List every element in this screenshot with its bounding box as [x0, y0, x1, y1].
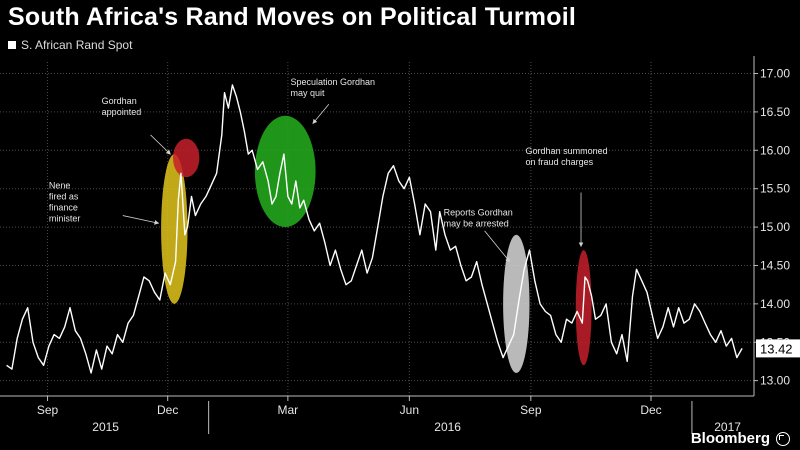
- highlight-ellipse: [172, 138, 200, 178]
- x-tick-label: Dec: [640, 403, 661, 417]
- y-tick-label: 15.00: [760, 220, 790, 234]
- x-axis: Sep Dec Mar Jun Sep Dec 2015 2016 2017: [0, 395, 754, 434]
- annotation-line: Nene: [49, 181, 71, 191]
- highlight-ellipse: [161, 154, 188, 304]
- x-tick-label: Mar: [278, 403, 299, 417]
- annotation-arrow: [150, 134, 171, 155]
- annotation-line: Gordhan: [102, 96, 137, 106]
- annotation-arrow: [312, 103, 330, 125]
- annotation-arrow: [484, 230, 511, 263]
- annotations: Gordhan appointed Nene fired as finance minis…: [49, 77, 608, 263]
- annotation-arrow: [122, 215, 160, 225]
- x-year-label: 2015: [92, 420, 119, 434]
- annotation-line: may be arrested: [444, 219, 509, 229]
- y-tick-label: 14.00: [760, 297, 790, 311]
- annotation-text: Nene fired as finance minister: [49, 181, 81, 224]
- annotation-line: fired as: [49, 192, 79, 202]
- annotation-text: Gordhan summoned on fraud charges: [526, 146, 608, 167]
- brand-logo: Bloomberg: [691, 430, 790, 447]
- annotation-text: Speculation Gordhan may quit: [291, 77, 376, 98]
- series-line: [6, 84, 743, 374]
- annotation-line: Speculation Gordhan: [291, 77, 376, 87]
- y-axis: 13.0013.5014.0014.5015.0015.5016.0016.50…: [753, 56, 800, 396]
- x-year-label: 2017: [714, 420, 741, 434]
- x-tick-label: Sep: [37, 403, 59, 417]
- legend-label: S. African Rand Spot: [21, 38, 133, 52]
- y-tick-label: 16.50: [760, 105, 790, 119]
- annotation-line: on fraud charges: [526, 157, 594, 167]
- annotation-line: may quit: [291, 88, 326, 98]
- y-tick-label: 14.50: [760, 258, 790, 272]
- highlight-ellipse: [503, 234, 530, 373]
- annotation-line: finance: [49, 203, 78, 213]
- x-tick-label: Sep: [520, 403, 542, 417]
- chart-title: South Africa's Rand Moves on Political T…: [8, 3, 576, 31]
- series-group: [6, 84, 743, 374]
- y-tick-label: 16.00: [760, 143, 790, 157]
- y-tick-label: 13.00: [760, 374, 790, 388]
- x-tick-label: Jun: [400, 403, 419, 417]
- last-value-badge: [756, 339, 800, 358]
- x-tick-label: Dec: [157, 403, 178, 417]
- annotation-line: Reports Gordhan: [444, 208, 513, 218]
- annotation-text: Gordhan appointed: [102, 96, 142, 117]
- annotation-text: Reports Gordhan may be arrested: [444, 208, 513, 229]
- y-tick-label: 17.00: [760, 67, 790, 81]
- annotation-line: minister: [49, 214, 81, 224]
- legend-swatch: [8, 41, 16, 49]
- brand-name: Bloomberg: [690, 430, 770, 447]
- y-tick-label: 15.50: [760, 182, 790, 196]
- legend: S. African Rand Spot: [8, 38, 132, 52]
- x-year-label: 2016: [434, 420, 461, 434]
- last-value-label: 13.42: [760, 341, 793, 356]
- annotation-line: appointed: [102, 107, 142, 117]
- annotation-line: Gordhan summoned: [526, 146, 608, 156]
- expand-icon[interactable]: [776, 431, 790, 446]
